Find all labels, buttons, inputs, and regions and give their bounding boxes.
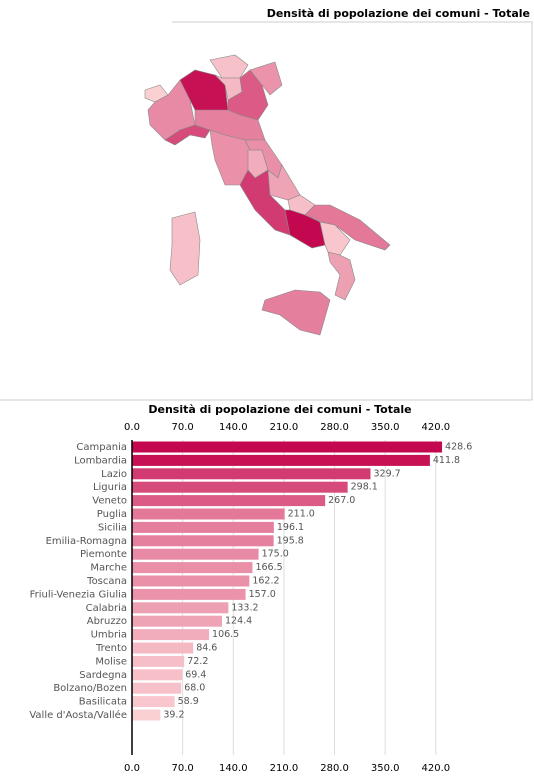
- y-tick-label: Veneto: [92, 496, 127, 507]
- bar: [132, 669, 183, 681]
- value-label: 267.0: [328, 495, 355, 506]
- y-tick-label: Piemonte: [80, 549, 127, 560]
- map-border: [0, 21, 533, 401]
- y-tick-label: Umbria: [91, 630, 127, 641]
- y-tick-label: Marche: [90, 563, 127, 574]
- y-tick-label: Molise: [95, 656, 127, 667]
- map-panel: Densità di popolazione dei comuni - Tota…: [0, 7, 533, 401]
- bar: [132, 562, 253, 574]
- bar: [132, 588, 246, 600]
- x-tick-label: 280.0: [320, 422, 349, 433]
- bar: [132, 441, 443, 453]
- x-tick-label: 70.0: [172, 422, 194, 433]
- value-label: 72.2: [187, 656, 208, 667]
- bar: [132, 696, 175, 708]
- value-label: 106.5: [212, 629, 239, 640]
- value-label: 411.8: [433, 455, 460, 466]
- region: [239, 169, 291, 236]
- y-tick-label: Abruzzo: [87, 616, 127, 627]
- region: [169, 211, 201, 286]
- x-tick-label: 0.0: [124, 422, 140, 433]
- bar: [132, 615, 222, 627]
- value-label: 68.0: [184, 683, 205, 694]
- value-label: 69.4: [185, 669, 206, 680]
- x-tick-label: 140.0: [219, 422, 248, 433]
- x-tick-label: 140.0: [219, 763, 248, 774]
- y-tick-label: Lazio: [101, 469, 127, 480]
- y-tick-label: Toscana: [86, 576, 127, 587]
- value-label: 84.6: [196, 643, 217, 654]
- value-label: 58.9: [178, 696, 199, 707]
- y-tick-label: Sardegna: [79, 670, 127, 681]
- x-tick-label: 210.0: [270, 763, 299, 774]
- bar: [132, 481, 348, 493]
- x-tick-label: 0.0: [124, 763, 140, 774]
- value-label: 196.1: [277, 522, 304, 533]
- bar: [132, 642, 194, 654]
- value-label: 195.8: [277, 535, 304, 546]
- bar: [132, 602, 229, 614]
- y-tick-label: Bolzano/Bozen: [53, 683, 127, 694]
- value-label: 124.4: [225, 616, 252, 627]
- y-tick-label: Liguria: [93, 482, 127, 493]
- value-label: 211.0: [288, 509, 315, 520]
- bar: [132, 521, 274, 533]
- y-tick-label: Emilia-Romagna: [46, 536, 127, 547]
- bar: [132, 682, 182, 694]
- bar: [132, 629, 210, 641]
- x-tick-label: 70.0: [172, 763, 194, 774]
- y-tick-label: Sicilia: [98, 522, 127, 533]
- map-title: Densità di popolazione dei comuni - Tota…: [267, 7, 530, 20]
- bar-chart: 0.0 0.0 70.0 70.0 140.0 140.0 210.0 210.0 280.0 2…: [29, 422, 472, 774]
- region: [209, 54, 249, 79]
- x-tick-label: 420.0: [422, 422, 451, 433]
- bar: [132, 508, 285, 520]
- value-label: 162.2: [252, 576, 279, 587]
- bar: [132, 468, 371, 480]
- x-tick-label: 350.0: [371, 422, 400, 433]
- value-label: 166.5: [255, 562, 282, 573]
- region: [261, 289, 331, 336]
- value-label: 157.0: [249, 589, 276, 600]
- bar: [132, 535, 274, 547]
- y-tick-label: Friuli-Venezia Giulia: [30, 589, 127, 600]
- y-tick-label: Lombardia: [74, 455, 127, 466]
- x-tick-label: 280.0: [320, 763, 349, 774]
- region: [327, 251, 356, 301]
- bar: [132, 575, 250, 587]
- bar: [132, 709, 161, 721]
- value-label: 428.6: [445, 442, 472, 453]
- value-label: 175.0: [262, 549, 289, 560]
- bar: [132, 655, 185, 667]
- x-tick-label: 350.0: [371, 763, 400, 774]
- bar: [132, 495, 326, 507]
- value-label: 133.2: [231, 602, 258, 613]
- chart-title: Densità di popolazione dei comuni - Tota…: [148, 403, 411, 416]
- y-tick-label: Valle d'Aosta/Vallée: [29, 709, 127, 721]
- value-label: 298.1: [351, 482, 378, 493]
- region: [164, 124, 211, 146]
- bar: [132, 454, 430, 466]
- y-tick-label: Campania: [76, 442, 127, 453]
- y-tick-label: Basilicata: [79, 697, 127, 708]
- x-tick-label: 210.0: [270, 422, 299, 433]
- y-tick-label: Puglia: [97, 509, 127, 520]
- x-tick-label: 420.0: [422, 763, 451, 774]
- region: [249, 61, 283, 96]
- bar: [132, 548, 259, 560]
- value-label: 329.7: [374, 468, 401, 479]
- y-tick-label: Trento: [95, 643, 127, 654]
- value-label: 39.2: [163, 710, 184, 721]
- y-tick-label: Calabria: [86, 603, 127, 614]
